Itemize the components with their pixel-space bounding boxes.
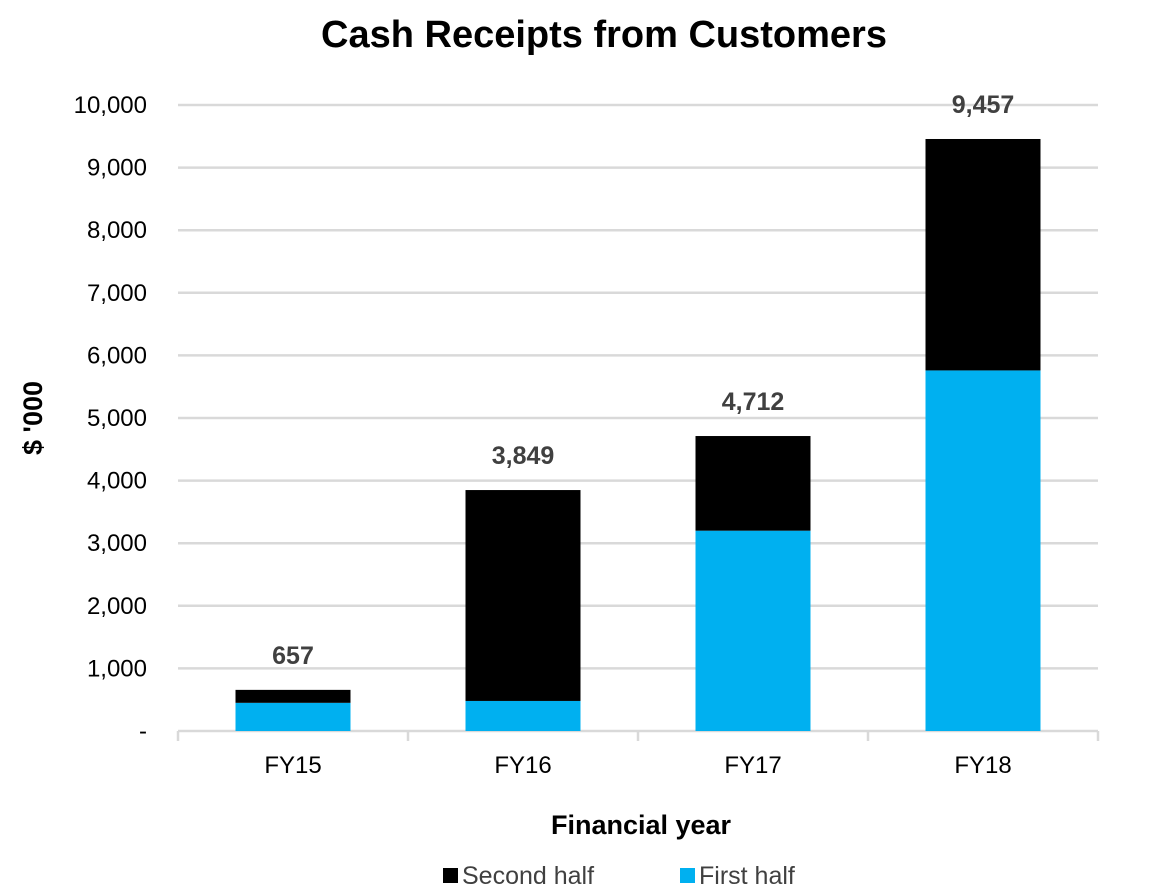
x-tick-label: FY17 bbox=[724, 752, 781, 779]
y-axis-ticks: - 1,000 2,000 3,000 4,000 5,000 6,000 7,000 8,00… bbox=[74, 92, 147, 745]
y-tick-label: - bbox=[139, 718, 147, 745]
y-tick-label: 10,000 bbox=[74, 92, 147, 119]
x-tick-label: FY15 bbox=[264, 752, 321, 779]
legend: Second half First half bbox=[443, 862, 795, 890]
data-labels: 657 3,849 4,712 9,457 bbox=[272, 91, 1014, 670]
x-axis-title: Financial year bbox=[551, 810, 732, 840]
y-tick-label: 5,000 bbox=[87, 405, 147, 432]
bar-second-half-fy15 bbox=[235, 689, 351, 703]
bar-second-half-fy18 bbox=[925, 138, 1041, 371]
total-data-label: 657 bbox=[272, 642, 314, 670]
bar-first-half-fy16 bbox=[465, 700, 581, 731]
x-tick-label: FY16 bbox=[494, 752, 551, 779]
y-tick-label: 3,000 bbox=[87, 530, 147, 557]
total-data-label: 4,712 bbox=[722, 388, 785, 416]
legend-label: Second half bbox=[462, 862, 594, 890]
chart-title: Cash Receipts from Customers bbox=[321, 14, 887, 56]
y-tick-label: 7,000 bbox=[87, 280, 147, 307]
x-tick-label: FY18 bbox=[954, 752, 1011, 779]
legend-label: First half bbox=[699, 862, 795, 890]
y-tick-label: 1,000 bbox=[87, 655, 147, 682]
y-axis-title: $ '000 bbox=[18, 381, 48, 455]
y-tick-label: 8,000 bbox=[87, 217, 147, 244]
bar-second-half-fy17 bbox=[695, 436, 811, 531]
bar-first-half-fy18 bbox=[925, 370, 1041, 731]
bars bbox=[235, 138, 1041, 731]
total-data-label: 9,457 bbox=[952, 91, 1015, 119]
bar-first-half-fy15 bbox=[235, 702, 351, 731]
y-tick-label: 4,000 bbox=[87, 468, 147, 495]
y-tick-label: 2,000 bbox=[87, 593, 147, 620]
total-data-label: 3,849 bbox=[492, 442, 555, 470]
legend-swatch bbox=[443, 868, 458, 883]
x-axis-ticks: FY15 FY16 FY17 FY18 bbox=[264, 752, 1011, 779]
y-tick-label: 9,000 bbox=[87, 155, 147, 182]
y-tick-label: 6,000 bbox=[87, 342, 147, 369]
bar-first-half-fy17 bbox=[695, 530, 811, 731]
bar-second-half-fy16 bbox=[465, 490, 581, 701]
legend-swatch bbox=[680, 868, 695, 883]
